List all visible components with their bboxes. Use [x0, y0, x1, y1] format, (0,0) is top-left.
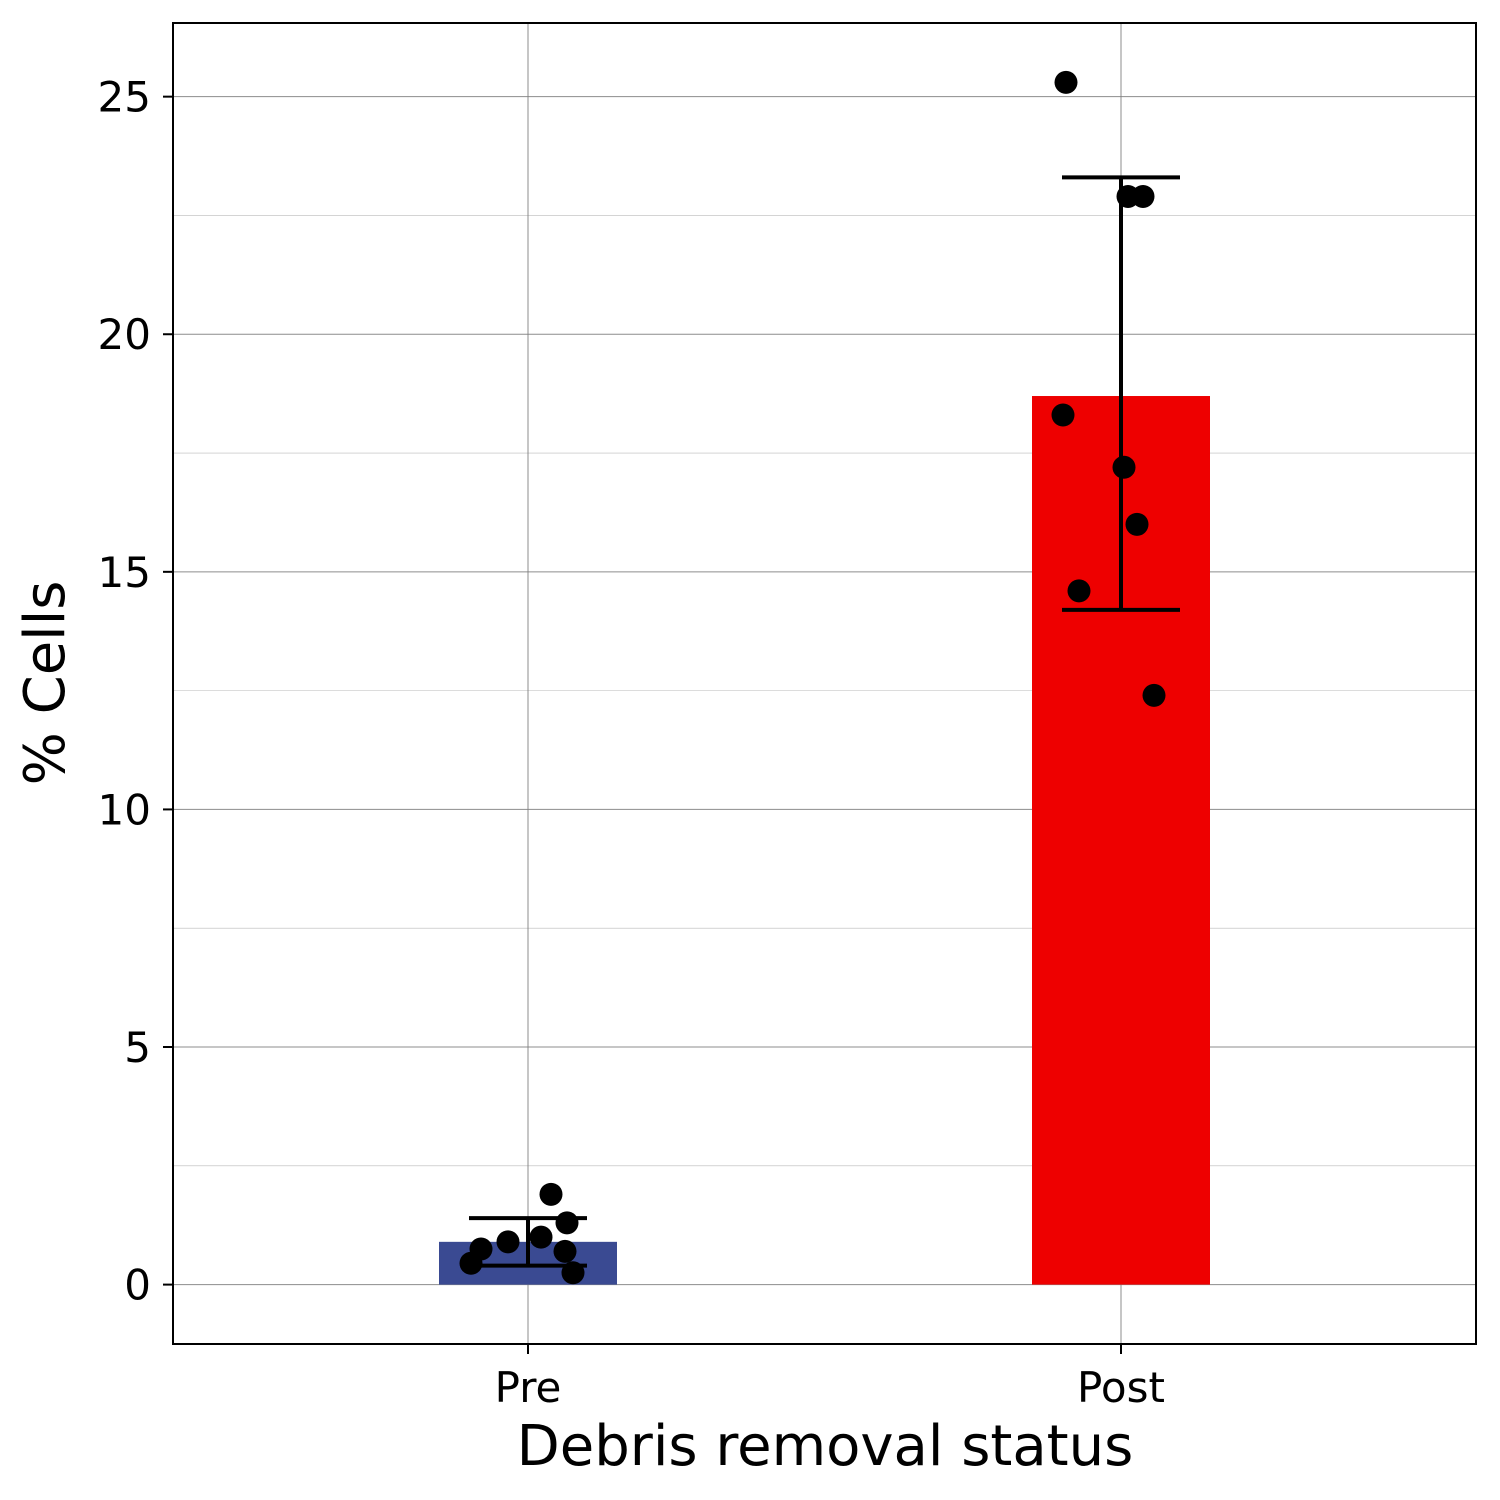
y-tick-label: 20 — [98, 310, 151, 359]
bars — [439, 396, 1210, 1285]
y-tick-label: 25 — [98, 73, 151, 122]
x-axis-title: Debris removal status — [517, 1414, 1134, 1479]
y-axis-ticks: 0 5 10 15 20 25 — [98, 73, 173, 1310]
data-point — [1051, 403, 1075, 427]
x-tick-label: Pre — [495, 1363, 562, 1412]
y-axis-title: % Cells — [13, 581, 78, 786]
grid-lines — [173, 23, 1476, 1344]
data-points — [459, 70, 1166, 1285]
y-tick-label: 10 — [98, 785, 151, 834]
data-point — [1112, 455, 1136, 479]
data-point — [539, 1182, 563, 1206]
y-tick-label: 0 — [124, 1261, 151, 1310]
data-point — [529, 1225, 553, 1249]
data-point — [1142, 683, 1166, 707]
y-tick-label: 15 — [98, 548, 151, 597]
data-point — [553, 1239, 577, 1263]
data-point — [469, 1237, 493, 1261]
data-point — [555, 1211, 579, 1235]
data-point — [496, 1230, 520, 1254]
x-axis-ticks: Pre Post — [495, 1344, 1165, 1412]
data-point — [1131, 184, 1155, 208]
data-point — [561, 1261, 585, 1285]
plot-frame — [172, 22, 1477, 1345]
data-point — [1067, 579, 1091, 603]
x-tick-label: Post — [1077, 1363, 1165, 1412]
data-point — [1054, 70, 1078, 94]
data-point — [1125, 512, 1149, 536]
y-tick-label: 5 — [124, 1023, 151, 1072]
